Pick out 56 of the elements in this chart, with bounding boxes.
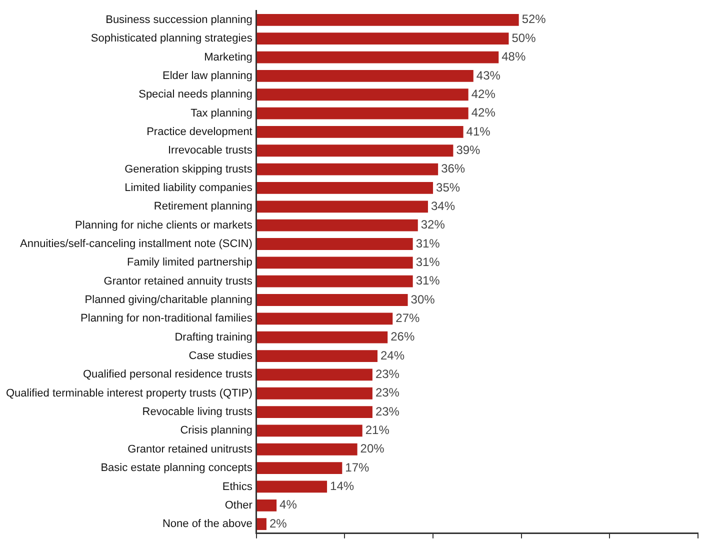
y-tick-label: Marketing <box>204 51 252 64</box>
data-label: 39% <box>456 142 481 157</box>
data-label: 24% <box>380 348 405 362</box>
data-label: 26% <box>390 330 415 344</box>
data-label: 17% <box>345 460 370 474</box>
data-label: 31% <box>416 236 440 250</box>
data-label: 27% <box>396 310 420 325</box>
y-tick-label: Planning for niche clients or markets <box>75 219 253 232</box>
data-label: 31% <box>416 254 440 269</box>
y-tick-label: Practice development <box>146 126 252 138</box>
y-tick-label: Irrevocable trusts <box>168 144 253 157</box>
y-tick-label: Crisis planning <box>180 424 252 437</box>
y-tick-label: Other <box>224 499 253 512</box>
y-tick-label: Limited liability companies <box>124 182 253 194</box>
y-tick-label: Grantor retained unitrusts <box>128 443 253 456</box>
y-tick-label: Basic estate planning concepts <box>100 462 253 474</box>
y-tick-label: Planned giving/charitable planning <box>84 294 252 306</box>
y-tick-label: Special needs planning <box>138 88 252 101</box>
data-label: 14% <box>330 479 354 494</box>
y-tick-label: Grantor retained annuity trusts <box>104 275 253 288</box>
y-tick-label: Retirement planning <box>154 200 252 213</box>
data-label: 34% <box>430 198 456 213</box>
data-label: 30% <box>410 292 436 306</box>
data-label: 36% <box>441 162 466 176</box>
data-label: 43% <box>476 68 501 82</box>
data-label: 20% <box>360 442 385 456</box>
y-tick-label: Ethics <box>222 480 253 493</box>
y-tick-label: Planning for non-traditional families <box>80 312 253 325</box>
y-tick-label: Sophisticated planning strategies <box>90 32 253 45</box>
data-label: 2% <box>269 516 288 530</box>
y-tick-label: Elder law planning <box>162 70 252 82</box>
data-label: 48% <box>502 50 526 64</box>
y-tick-label: Business succession planning <box>106 14 252 26</box>
y-tick-label: Generation skipping trusts <box>124 163 253 176</box>
data-label: 42% <box>471 86 496 101</box>
data-label: 23% <box>375 386 400 400</box>
data-label: 41% <box>466 124 491 138</box>
data-label: 35% <box>436 180 460 194</box>
data-label: 21% <box>365 423 390 438</box>
data-label: 32% <box>420 218 446 232</box>
data-label: 50% <box>512 30 536 45</box>
y-tick-label: Family limited partnership <box>127 256 252 269</box>
data-label: 23% <box>375 404 400 418</box>
data-label: 42% <box>471 106 496 120</box>
y-tick-label: Annuities/self-canceling installment note (SCIN) <box>20 238 252 250</box>
data-label: 52% <box>522 12 546 26</box>
y-tick-label: Qualified personal residence trusts <box>82 368 253 381</box>
y-tick-label: Tax planning <box>190 107 252 120</box>
data-label: 23% <box>375 367 400 382</box>
y-tick-label: Case studies <box>188 350 253 362</box>
y-tick-label: Revocable living trusts <box>142 406 253 418</box>
y-tick-label: Drafting training <box>174 331 252 344</box>
y-tick-label: Qualified terminable interest property trusts (QTIP) <box>6 387 252 400</box>
data-label: 4% <box>280 498 298 512</box>
y-tick-label: None of the above <box>162 518 252 530</box>
data-label: 31% <box>416 274 440 288</box>
